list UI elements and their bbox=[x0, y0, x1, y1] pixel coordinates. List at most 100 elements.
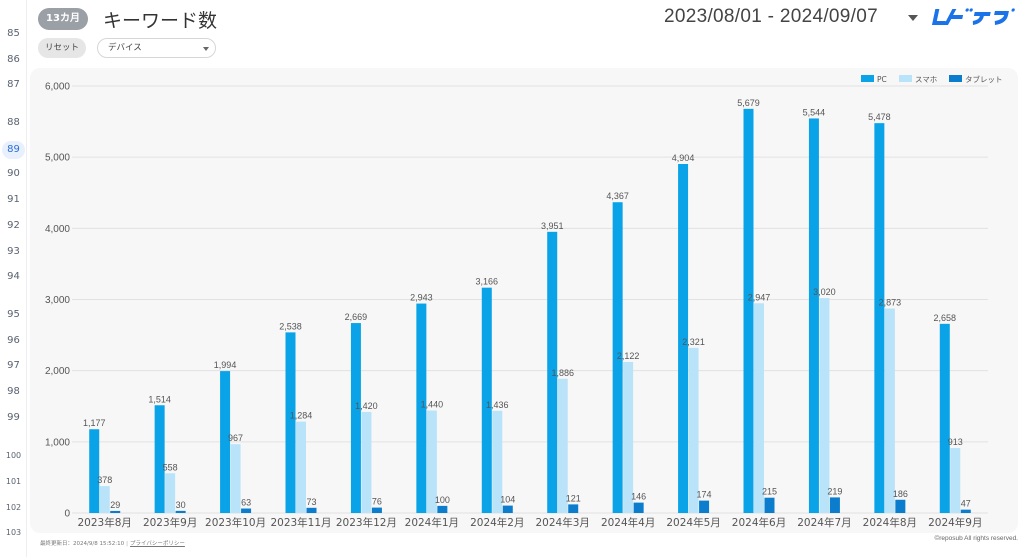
data-label: 2,321 bbox=[682, 337, 705, 347]
y-tick-label: 0 bbox=[64, 509, 70, 520]
bar-pc bbox=[481, 287, 492, 513]
y-tick-label: 1,000 bbox=[45, 437, 70, 448]
data-label: 5,679 bbox=[737, 98, 760, 108]
bar-smartphone bbox=[492, 410, 503, 513]
y-tick-label: 5,000 bbox=[45, 153, 70, 164]
line-number-gutter: 85 86 87 88 89 90 91 92 93 94 95 96 97 98 99 100 101 102 1… bbox=[0, 0, 27, 557]
data-label: 146 bbox=[631, 492, 646, 502]
legend-label: スマホ bbox=[915, 75, 937, 84]
data-label: 174 bbox=[697, 490, 712, 500]
data-label: 5,544 bbox=[803, 107, 826, 117]
reset-button[interactable]: リセット bbox=[38, 38, 86, 58]
legend-label: タブレット bbox=[965, 74, 1003, 84]
line-number: 90 bbox=[7, 168, 20, 179]
x-tick-label: 2024年3月 bbox=[536, 516, 590, 529]
data-label: 913 bbox=[948, 437, 963, 447]
data-label: 219 bbox=[827, 486, 842, 496]
x-tick-label: 2023年11月 bbox=[270, 516, 331, 529]
bar-smartphone bbox=[557, 378, 568, 513]
line-number: 89 bbox=[2, 141, 25, 159]
data-label: 121 bbox=[566, 493, 581, 503]
bar-smartphone bbox=[361, 411, 372, 513]
bar-tablet bbox=[764, 497, 775, 513]
legend-swatch bbox=[861, 75, 874, 82]
footer-meta: 最終更新日：2024/9/8 15:52:10 | プライバシーポリシー bbox=[40, 541, 185, 547]
line-number: 93 bbox=[7, 246, 20, 257]
data-label: 967 bbox=[228, 433, 243, 443]
data-label: 3,020 bbox=[813, 287, 836, 297]
privacy-policy-link[interactable]: プライバシーポリシー bbox=[130, 541, 185, 547]
legend-swatch bbox=[949, 75, 962, 82]
chevron-down-icon[interactable] bbox=[908, 15, 918, 21]
bar-smartphone bbox=[754, 303, 764, 513]
bar-pc bbox=[808, 118, 819, 513]
bar-tablet bbox=[371, 507, 382, 513]
bar-pc bbox=[939, 323, 950, 513]
y-tick-label: 6,000 bbox=[45, 82, 70, 93]
x-tick-label: 2024年2月 bbox=[470, 516, 524, 529]
bar-smartphone bbox=[884, 308, 895, 513]
bar-tablet bbox=[633, 502, 644, 513]
bar-pc bbox=[285, 332, 296, 513]
last-updated-text: 最終更新日：2024/9/8 15:52:10 bbox=[40, 541, 125, 547]
bar-smartphone bbox=[950, 448, 961, 513]
bar-tablet bbox=[306, 507, 317, 513]
data-label: 1,436 bbox=[486, 400, 509, 410]
data-label: 2,658 bbox=[934, 313, 957, 323]
data-label: 186 bbox=[893, 489, 908, 499]
bar-pc bbox=[416, 303, 427, 513]
copyright-text: ©reposub All rights reserved. bbox=[934, 535, 1018, 542]
x-tick-label: 2024年5月 bbox=[666, 516, 720, 529]
bar-pc bbox=[743, 108, 754, 514]
y-tick-label: 2,000 bbox=[45, 366, 70, 377]
data-label: 47 bbox=[961, 499, 971, 509]
bar-tablet bbox=[175, 510, 186, 513]
bar-pc bbox=[612, 202, 623, 514]
data-label: 4,904 bbox=[672, 153, 695, 163]
data-label: 63 bbox=[241, 498, 251, 508]
bar-pc bbox=[678, 163, 689, 513]
bar-tablet bbox=[699, 500, 710, 513]
line-number: 87 bbox=[7, 79, 20, 90]
bar-smartphone bbox=[426, 410, 437, 513]
x-tick-label: 2024年9月 bbox=[928, 516, 982, 529]
x-tick-label: 2023年8月 bbox=[78, 516, 132, 529]
bar-pc bbox=[350, 323, 361, 513]
data-label: 558 bbox=[163, 462, 178, 472]
bar-tablet bbox=[960, 509, 971, 513]
data-label: 104 bbox=[500, 495, 515, 505]
data-label: 29 bbox=[110, 500, 120, 510]
period-tag[interactable]: 13カ月 bbox=[38, 8, 88, 30]
data-label: 2,669 bbox=[345, 312, 368, 322]
bar-tablet bbox=[437, 505, 448, 513]
line-number: 97 bbox=[7, 360, 20, 371]
data-label: 1,440 bbox=[421, 400, 444, 410]
data-label: 2,947 bbox=[748, 292, 771, 302]
bar-tablet bbox=[241, 508, 252, 513]
line-number: 88 bbox=[7, 117, 20, 128]
chevron-down-icon bbox=[203, 47, 209, 51]
device-select[interactable]: デバイス bbox=[97, 38, 216, 58]
bar-pc bbox=[154, 405, 165, 513]
line-number: 100 bbox=[5, 451, 22, 460]
x-tick-label: 2023年12月 bbox=[336, 516, 397, 529]
data-label: 2,873 bbox=[879, 298, 902, 308]
y-tick-label: 4,000 bbox=[45, 224, 70, 235]
data-label: 30 bbox=[176, 500, 186, 510]
data-label: 3,166 bbox=[476, 277, 499, 287]
bar-pc bbox=[874, 123, 885, 514]
x-tick-label: 2024年6月 bbox=[732, 516, 786, 529]
date-range-picker[interactable]: 2023/08/01 - 2024/09/07 bbox=[664, 6, 878, 27]
data-label: 73 bbox=[306, 497, 316, 507]
device-select-value: デバイス bbox=[108, 43, 142, 53]
data-label: 1,514 bbox=[148, 394, 171, 404]
legend-swatch bbox=[899, 75, 912, 82]
line-number: 96 bbox=[7, 335, 20, 346]
bar-tablet bbox=[502, 505, 513, 513]
bar-smartphone bbox=[230, 444, 241, 513]
data-label: 76 bbox=[372, 497, 382, 507]
bar-smartphone bbox=[688, 347, 699, 513]
bar-pc bbox=[547, 231, 558, 513]
x-tick-label: 2024年8月 bbox=[863, 516, 917, 529]
line-number: 98 bbox=[7, 386, 20, 397]
